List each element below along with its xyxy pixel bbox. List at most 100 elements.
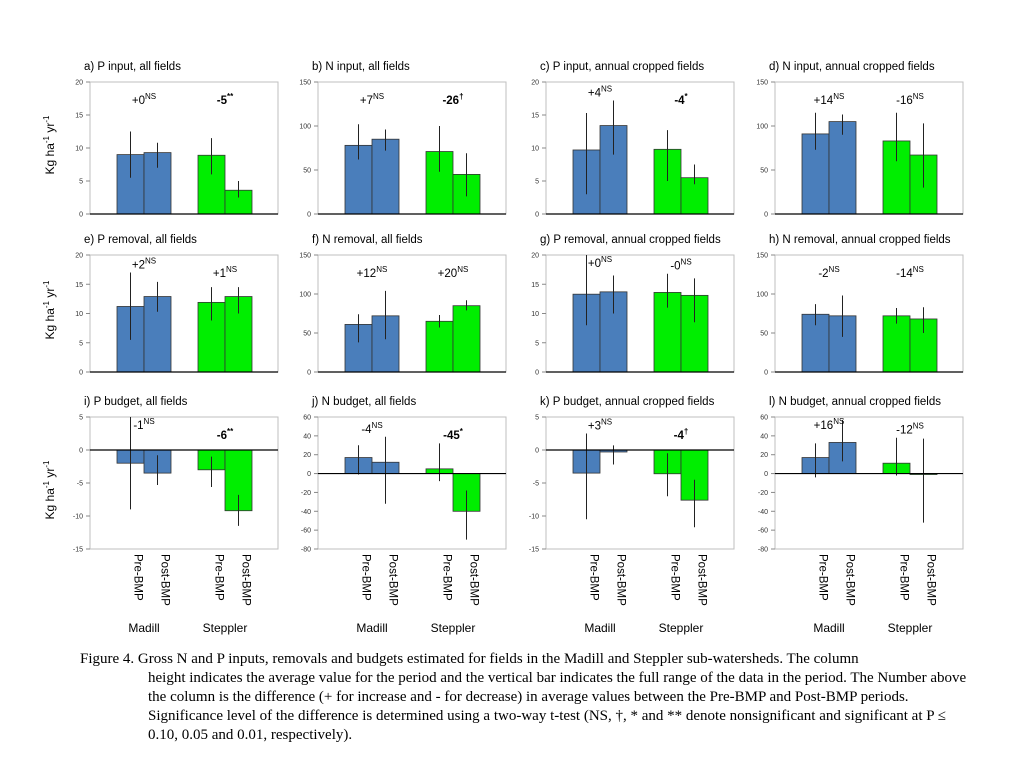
y-tick-label: 40 xyxy=(303,433,311,440)
y-tick-label: 150 xyxy=(299,80,311,87)
y-axis-label: Kg ha-1 yr-1 xyxy=(42,460,57,519)
y-tick-label: 15 xyxy=(75,282,83,289)
difference-label: -0NS xyxy=(670,258,691,273)
difference-label: -4* xyxy=(674,92,688,107)
difference-label: -5** xyxy=(217,92,234,107)
panel-title: h) N removal, annual cropped fields xyxy=(769,234,951,246)
panel-a: a) P input, all fields 0 5 10 15 20 +0NS -5** xyxy=(75,61,279,219)
y-tick-label: 50 xyxy=(303,168,311,175)
y-tick-label: 150 xyxy=(756,253,768,260)
group-label: Steppler xyxy=(888,621,933,635)
bar-steppler-pre xyxy=(425,320,454,373)
panel-h: h) N removal, annual cropped fields 0 50 10… xyxy=(756,234,964,377)
panel-title: g) P removal, annual cropped fields xyxy=(540,234,721,246)
difference-label: +0NS xyxy=(132,92,156,107)
plot-frame xyxy=(774,416,964,550)
difference-label: -4† xyxy=(674,427,689,442)
panel-i: i) P budget, all fields -15 -10 -5 0 5 -1NS -6*… xyxy=(73,396,279,554)
y-tick-label: -15 xyxy=(529,547,539,554)
period-label: Post-BMP xyxy=(159,554,171,606)
period-label: Pre-BMP xyxy=(132,554,144,601)
y-tick-label: -10 xyxy=(529,514,539,521)
y-tick-label: -60 xyxy=(301,528,311,535)
group-label: Madill xyxy=(356,621,387,635)
period-label: Pre-BMP xyxy=(817,554,829,601)
figure-caption: Figure 4. Gross N and P inputs, removals… xyxy=(80,650,970,745)
period-label: Post-BMP xyxy=(387,554,399,606)
y-tick-label: 150 xyxy=(756,80,768,87)
difference-label: -14NS xyxy=(896,265,924,280)
group-label: Steppler xyxy=(203,621,248,635)
y-tick-label: 0 xyxy=(307,471,311,478)
y-tick-label: 5 xyxy=(535,179,539,186)
y-tick-label: 0 xyxy=(79,212,83,219)
y-tick-label: 0 xyxy=(764,471,768,478)
y-tick-label: 0 xyxy=(79,370,83,377)
y-tick-label: 0 xyxy=(307,370,311,377)
difference-label: -1NS xyxy=(133,417,154,432)
bar-steppler-post xyxy=(452,305,481,373)
y-tick-label: 5 xyxy=(535,415,539,422)
caption-body: height indicates the average value for t… xyxy=(148,670,967,743)
y-tick-label: 60 xyxy=(303,415,311,422)
panel-g: g) P removal, annual cropped fields 0 5 10 1… xyxy=(531,234,735,377)
group-label: Madill xyxy=(128,621,159,635)
group-label: Madill xyxy=(584,621,615,635)
panel-title: d) N input, annual cropped fields xyxy=(769,61,935,73)
panel-title: k) P budget, annual cropped fields xyxy=(540,396,715,408)
period-label: Post-BMP xyxy=(844,554,856,606)
panel-k: k) P budget, annual cropped fields -15 -10… xyxy=(529,396,735,554)
panel-j: j) N budget, all fields -80 -60 -40 -20 0 20 40… xyxy=(301,396,507,554)
panel-d: d) N input, annual cropped fields 0 50 100 1… xyxy=(756,61,964,219)
panel-c: c) P input, annual cropped fields 0 5 10 15 2… xyxy=(531,61,735,219)
difference-label: -12NS xyxy=(896,422,924,437)
y-tick-label: 20 xyxy=(531,80,539,87)
period-label: Post-BMP xyxy=(925,554,937,606)
panel-title: f) N removal, all fields xyxy=(312,234,423,246)
y-tick-label: 10 xyxy=(531,146,539,153)
y-tick-label: -5 xyxy=(533,481,539,488)
panel-title: j) N budget, all fields xyxy=(311,396,416,408)
difference-label: +20NS xyxy=(438,265,469,280)
period-label: Pre-BMP xyxy=(441,554,453,601)
y-tick-label: 100 xyxy=(299,124,311,131)
y-tick-label: 20 xyxy=(531,253,539,260)
panel-l: l) N budget, annual cropped fields -80 -60… xyxy=(758,396,964,554)
difference-label: -16NS xyxy=(896,92,924,107)
y-tick-label: 20 xyxy=(303,452,311,459)
y-tick-label: 0 xyxy=(764,370,768,377)
panel-e: e) P removal, all fields 0 5 10 15 20 +2NS +1NS xyxy=(75,234,279,377)
period-label: Post-BMP xyxy=(696,554,708,606)
figure-chart-grid: a) P input, all fields 0 5 10 15 20 +0NS -5** b)… xyxy=(42,61,964,635)
y-tick-label: -20 xyxy=(301,490,311,497)
period-label: Post-BMP xyxy=(240,554,252,606)
bar-madill-post xyxy=(828,121,857,215)
y-tick-label: -20 xyxy=(758,490,768,497)
y-tick-label: 15 xyxy=(531,113,539,120)
y-tick-label: -10 xyxy=(73,514,83,521)
y-tick-label: 15 xyxy=(531,282,539,289)
y-tick-label: 10 xyxy=(75,146,83,153)
y-tick-label: 100 xyxy=(299,292,311,299)
y-tick-label: 0 xyxy=(79,448,83,455)
bar-steppler-pre xyxy=(882,315,911,373)
difference-label: -4NS xyxy=(361,421,382,436)
group-label: Steppler xyxy=(659,621,704,635)
y-tick-label: -40 xyxy=(301,509,311,516)
bar-steppler-post xyxy=(224,449,253,512)
y-tick-label: -80 xyxy=(758,547,768,554)
y-tick-label: 10 xyxy=(531,311,539,318)
y-tick-label: 100 xyxy=(756,124,768,131)
y-tick-label: 10 xyxy=(75,311,83,318)
difference-label: +16NS xyxy=(814,417,845,432)
y-tick-label: -5 xyxy=(77,481,83,488)
panel-title: c) P input, annual cropped fields xyxy=(540,61,704,73)
caption-first-line: Figure 4. Gross N and P inputs, removals… xyxy=(80,651,859,667)
difference-label: -26† xyxy=(442,92,463,107)
group-label: Steppler xyxy=(431,621,476,635)
difference-label: -6** xyxy=(217,427,234,442)
y-axis-label: Kg ha-1 yr-1 xyxy=(42,280,57,339)
difference-label: -45* xyxy=(443,427,464,442)
y-tick-label: 50 xyxy=(760,168,768,175)
panel-title: e) P removal, all fields xyxy=(84,234,197,246)
